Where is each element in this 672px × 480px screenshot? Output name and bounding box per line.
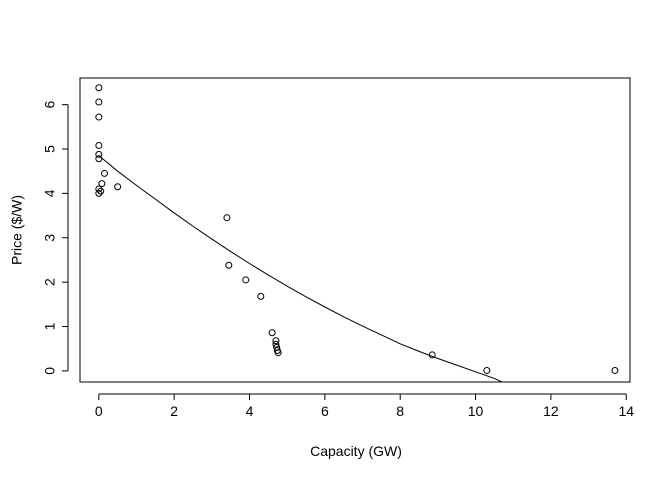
scatter-point-5 (95, 155, 103, 163)
x-tick-label-0: 0 (95, 403, 103, 419)
plot-frame (79, 77, 631, 383)
x-tick-label-6: 12 (543, 403, 559, 419)
curve-layer (98, 155, 503, 383)
scatter-point-11 (114, 183, 122, 191)
scatter-point-16 (268, 329, 276, 337)
x-tick-label-5: 10 (468, 403, 484, 419)
scatter-point-8 (97, 187, 105, 195)
scatter-point-14 (242, 276, 250, 284)
scatter-point-13 (225, 261, 233, 269)
scatter-point-4 (95, 150, 103, 158)
x-tick-label-7: 14 (618, 403, 634, 419)
scatter-point-18 (272, 340, 280, 348)
scatter-point-7 (95, 189, 103, 197)
scatter-point-10 (100, 169, 108, 177)
scatter-point-9 (98, 180, 106, 188)
scatter-point-3 (95, 141, 103, 149)
scatter-point-23 (483, 366, 491, 374)
x-tick-label-2: 4 (246, 403, 254, 419)
y-tick-label-5: 5 (42, 145, 58, 153)
y-tick-label-4: 4 (42, 189, 58, 197)
scatter-point-1 (95, 98, 103, 106)
point-layer (95, 84, 619, 374)
scatter-point-21 (274, 349, 282, 357)
y-tick-label-1: 1 (42, 322, 58, 330)
x-tick-label-3: 6 (321, 403, 329, 419)
scatter-point-15 (257, 292, 265, 300)
scatter-point-12 (223, 214, 231, 222)
scatter-point-24 (611, 366, 619, 374)
y-tick-label-2: 2 (42, 278, 58, 286)
y-axis-label: Price ($/W) (9, 195, 25, 265)
x-tick-label-4: 8 (396, 403, 404, 419)
scatter-point-2 (95, 113, 103, 121)
y-tick-label-0: 0 (42, 367, 58, 375)
y-tick-label-6: 6 (42, 101, 58, 109)
x-tick-label-1: 2 (170, 403, 178, 419)
scatter-point-22 (428, 351, 436, 359)
scatter-point-0 (95, 84, 103, 92)
scatter-point-17 (272, 337, 280, 345)
axis-layer (62, 104, 627, 400)
frame-layer (79, 77, 631, 383)
fit-curve (98, 155, 503, 383)
x-axis-label: Capacity (GW) (310, 443, 402, 459)
scatter-point-6 (95, 185, 103, 193)
y-tick-label-3: 3 (42, 234, 58, 242)
